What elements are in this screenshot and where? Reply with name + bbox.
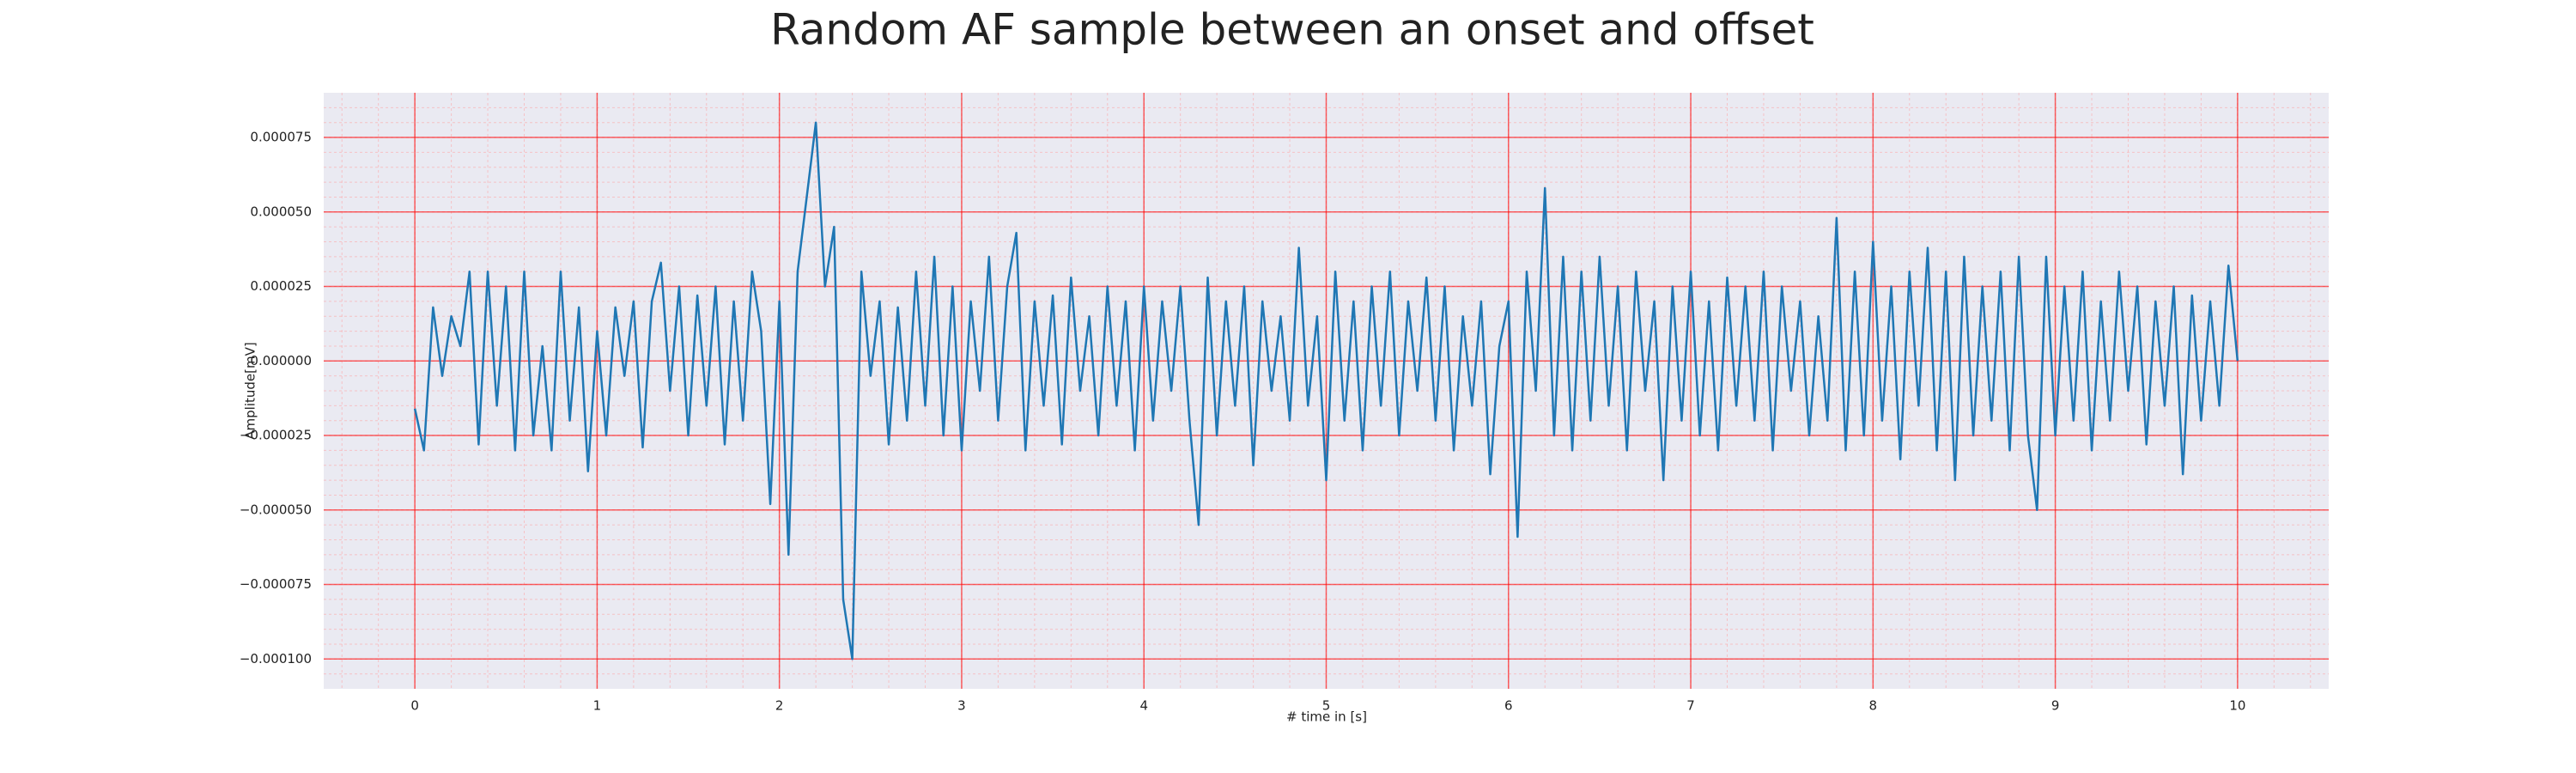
x-tick-label: 4: [1139, 698, 1148, 714]
y-tick-label: −0.000075: [240, 576, 312, 592]
y-tick-label: −0.000025: [240, 428, 312, 443]
y-tick-label: 0.000025: [250, 278, 312, 294]
x-axis-label: # time in [s]: [1286, 709, 1367, 725]
x-tick-label: 6: [1504, 698, 1513, 714]
x-tick-label: 10: [2229, 698, 2245, 714]
x-tick-label: 0: [410, 698, 419, 714]
x-tick-label: 2: [775, 698, 784, 714]
y-tick-label: 0.000075: [250, 130, 312, 145]
data-line: [413, 121, 2239, 660]
y-tick-label: −0.000100: [240, 651, 312, 666]
chart-title: Random AF sample between an onset and of…: [770, 5, 1814, 55]
x-tick-label: 7: [1686, 698, 1695, 714]
x-tick-label: 3: [957, 698, 966, 714]
x-tick-label: 9: [2051, 698, 2060, 714]
x-tick-label: 1: [593, 698, 602, 714]
x-tick-label: 8: [1869, 698, 1878, 714]
x-tick-label: 5: [1322, 698, 1331, 714]
y-axis-label: Amplitude[mV]: [243, 342, 258, 439]
y-tick-label: 0.000000: [250, 353, 312, 368]
y-tick-label: 0.000050: [250, 204, 312, 219]
y-tick-label: −0.000050: [240, 502, 312, 517]
